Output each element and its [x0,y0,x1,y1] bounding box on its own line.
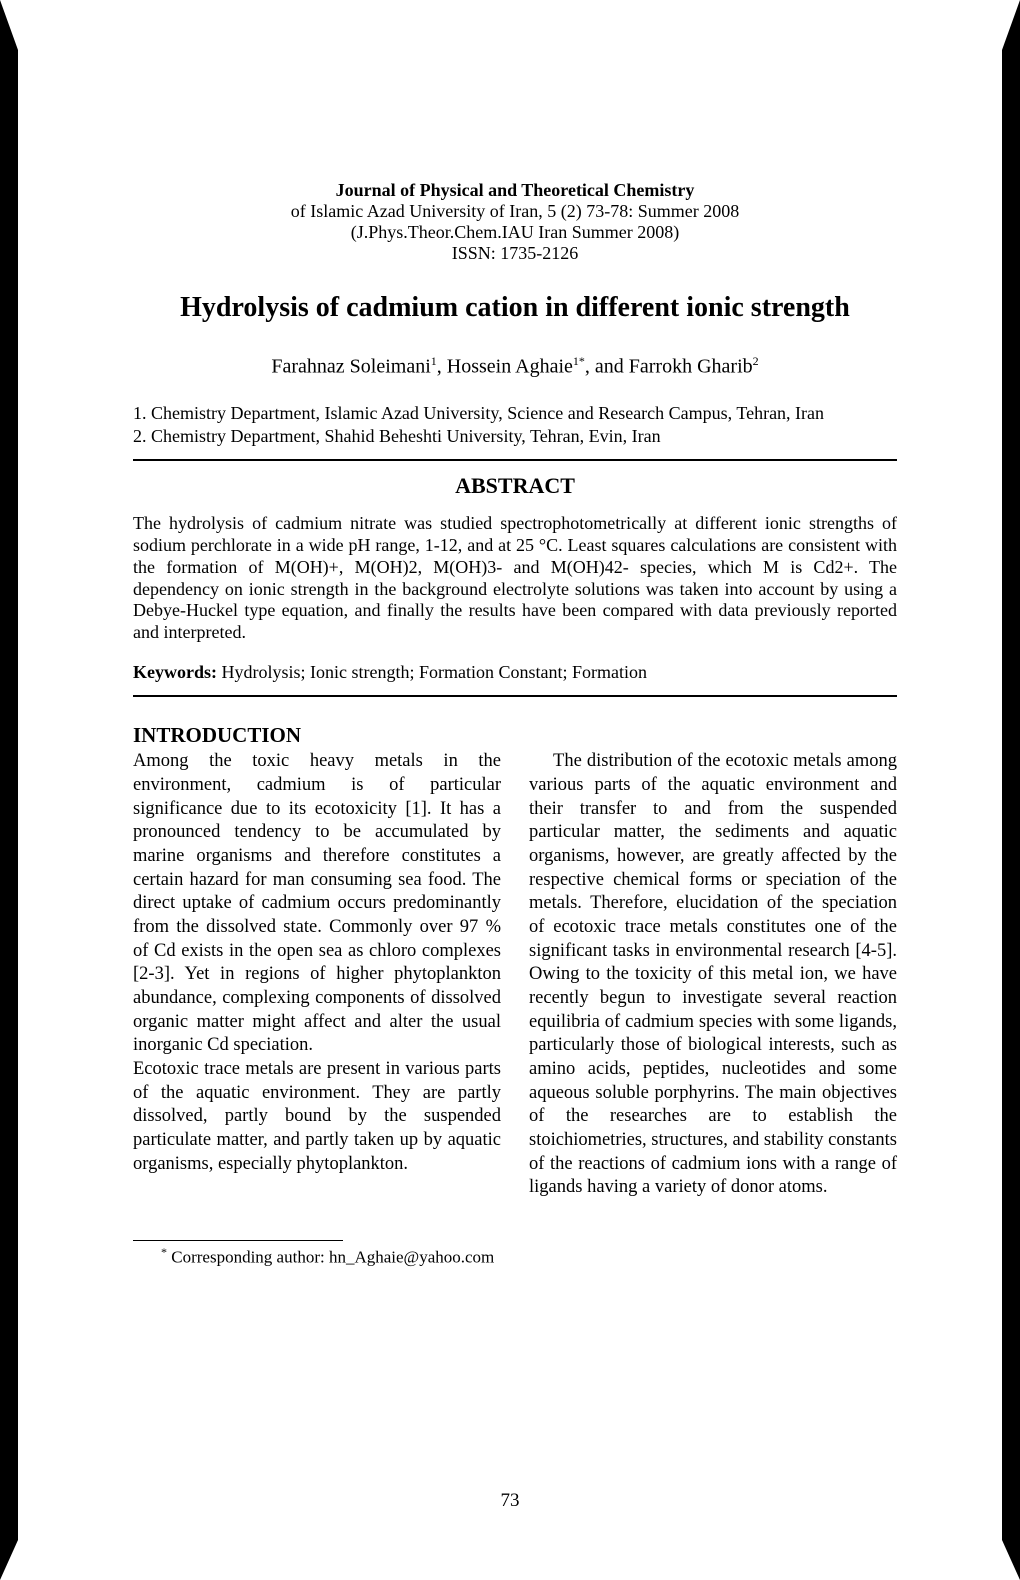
author-2: Hossein Aghaie [447,356,573,378]
author-3-sup: 2 [753,354,759,368]
author-3: Farrokh Gharib [629,356,753,378]
divider-bottom [133,695,897,697]
author-sep-1: , [437,356,447,378]
footnote-text: Corresponding author: hn_Aghaie@yahoo.co… [167,1248,494,1267]
journal-issn: ISSN: 1735-2126 [133,243,897,264]
divider-top [133,459,897,461]
journal-header: Journal of Physical and Theoretical Chem… [133,180,897,264]
affiliation-2: 2. Chemistry Department, Shahid Beheshti… [133,426,897,447]
affiliations: 1. Chemistry Department, Islamic Azad Un… [133,403,897,447]
page-content: Journal of Physical and Theoretical Chem… [18,50,1002,1540]
intro-col1-p2: Ecotoxic trace metals are present in var… [133,1058,501,1176]
introduction-heading: INTRODUCTION [133,723,897,748]
keywords-text: Hydrolysis; Ionic strength; Formation Co… [217,662,647,682]
column-left: Among the toxic heavy metals in the envi… [133,750,501,1200]
keywords-label: Keywords: [133,662,217,682]
abstract-text: The hydrolysis of cadmium nitrate was st… [133,513,897,645]
author-2-sup: 1* [573,354,585,368]
article-title: Hydrolysis of cadmium cation in differen… [133,292,897,324]
footnote: * Corresponding author: hn_Aghaie@yahoo.… [133,1245,897,1268]
page-number: 73 [18,1490,1002,1512]
page: Journal of Physical and Theoretical Chem… [0,0,1020,1580]
author-1: Farahnaz Soleimani [271,356,430,378]
authors: Farahnaz Soleimani1, Hossein Aghaie1*, a… [133,354,897,379]
affiliation-1: 1. Chemistry Department, Islamic Azad Un… [133,403,897,424]
column-right: The distribution of the ecotoxic metals … [529,750,897,1200]
author-sep-2: , and [585,356,629,378]
intro-col2-p1: The distribution of the ecotoxic metals … [529,750,897,1200]
journal-abbreviation: (J.Phys.Theor.Chem.IAU Iran Summer 2008) [133,222,897,243]
abstract-heading: ABSTRACT [133,473,897,499]
keywords: Keywords: Hydrolysis; Ionic strength; Fo… [133,662,897,683]
body-columns: Among the toxic heavy metals in the envi… [133,750,897,1200]
footnote-rule [133,1240,343,1241]
journal-subtitle: of Islamic Azad University of Iran, 5 (2… [133,201,897,222]
intro-col1-p1: Among the toxic heavy metals in the envi… [133,750,501,1058]
journal-name: Journal of Physical and Theoretical Chem… [133,180,897,201]
